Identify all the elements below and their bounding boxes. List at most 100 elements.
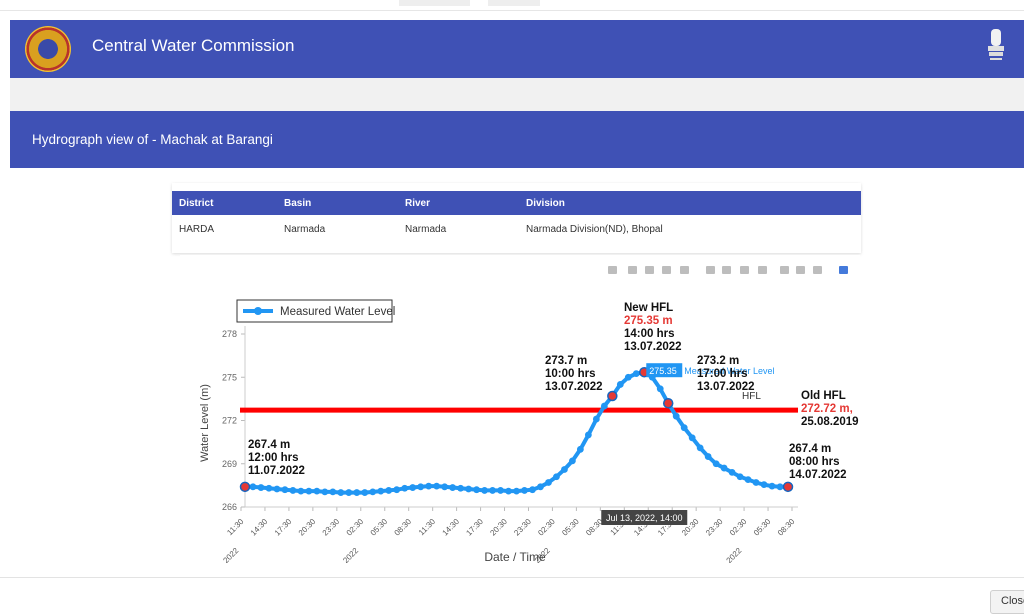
data-point	[561, 466, 568, 473]
data-point	[672, 412, 680, 420]
x-tick-label: 11:30	[225, 517, 245, 537]
data-point	[592, 415, 600, 423]
data-point	[744, 476, 752, 484]
annotation-text: 273.7 m	[545, 355, 587, 367]
x-tick-label: 20:30	[297, 517, 318, 538]
annotation-text: 13.07.2022	[697, 381, 755, 393]
data-point	[369, 488, 377, 496]
cwc-logo	[25, 26, 71, 72]
data-point	[425, 482, 433, 490]
data-point	[313, 487, 321, 495]
reset-axes-icon	[758, 266, 767, 274]
x-date-label: Jul 11, 2022	[204, 546, 241, 563]
hydrograph-title: Hydrograph view of - Machak at Barangi	[32, 132, 273, 147]
x-tick-label: 02:30	[536, 517, 557, 538]
annotation-text: 272.72 m,	[801, 403, 853, 415]
station-info-table: District Basin River Division HARDA Narm…	[172, 183, 861, 253]
hydrograph-plot[interactable]: 266 269 272 275 278 Water Level (m) 11:30 Jul 1…	[180, 255, 860, 583]
x-tick-label: 05:30	[560, 517, 581, 538]
annotation-text: 11.07.2022	[248, 465, 305, 477]
legend-box	[236, 299, 393, 323]
y-tick-label: 275	[222, 372, 237, 382]
data-point	[361, 489, 369, 496]
hover-compare-icon	[813, 266, 822, 274]
annotation-text: 273.2 m	[697, 355, 739, 367]
data-point	[473, 486, 480, 494]
data-point	[537, 483, 544, 491]
spike-lines-icon	[780, 266, 789, 274]
footer-divider	[0, 577, 1024, 578]
lasso-select-icon	[680, 266, 689, 274]
data-point	[584, 431, 592, 439]
data-point	[289, 487, 297, 494]
data-point	[513, 487, 520, 495]
data-point	[568, 457, 576, 465]
data-point	[529, 486, 536, 494]
annotation-text: 17:00 hrs	[697, 368, 748, 380]
x-tick-label: 14:30	[249, 517, 270, 538]
x-tick-label: 14:30	[440, 517, 461, 538]
annotation-text: 14.07.2022	[789, 469, 847, 481]
close-button[interactable]: Close	[990, 590, 1024, 614]
y-tick-label: 269	[222, 459, 237, 469]
table-cell-basin: Narmada	[284, 224, 326, 235]
x-date-label: Jul 12, 2022	[323, 546, 361, 563]
data-point	[680, 424, 688, 432]
annotation-text: 13.07.2022	[624, 341, 682, 353]
table-header-river: River	[405, 198, 431, 209]
hydrograph-title-bar: Hydrograph view of - Machak at Barangi	[10, 111, 1024, 168]
data-point	[409, 484, 417, 491]
data-point	[489, 487, 496, 494]
annotation-text: 13.07.2022	[545, 381, 603, 393]
data-point	[624, 373, 632, 381]
table-header-row: District Basin River Division	[172, 191, 861, 215]
pan-icon	[645, 266, 654, 274]
data-point	[249, 483, 257, 491]
x-tick-label: 20:30	[488, 517, 509, 538]
x-tick-label: 05:30	[369, 517, 390, 538]
y-tick-label: 266	[222, 502, 237, 512]
zoom-out-icon	[722, 266, 731, 274]
hover-closest-icon	[796, 266, 805, 274]
highlighted-point	[782, 481, 794, 493]
data-point	[465, 485, 472, 493]
data-point	[688, 434, 696, 442]
data-point	[433, 482, 441, 490]
top-tab-placeholder[interactable]	[488, 0, 540, 6]
data-point	[505, 487, 512, 495]
data-point	[265, 484, 273, 492]
top-tab-placeholder[interactable]	[399, 0, 470, 6]
x-tick-label: 17:30	[464, 517, 485, 538]
x-tick-label: 23:30	[321, 517, 342, 538]
data-point	[760, 481, 768, 489]
x-tick-label: 11:30	[417, 517, 437, 537]
hydrograph-chart[interactable]: 266 269 272 275 278 Water Level (m) 11:30 Jul 1…	[180, 255, 860, 583]
data-point	[576, 445, 584, 453]
hover-x-box	[601, 510, 688, 525]
hover-value-box	[646, 363, 683, 378]
highlighted-point	[662, 397, 674, 409]
data-point	[329, 488, 337, 496]
data-point	[257, 484, 265, 491]
plotly-logo-icon	[839, 266, 848, 274]
data-point	[417, 483, 425, 491]
data-point	[273, 485, 281, 493]
data-point	[600, 402, 608, 410]
data-point	[696, 444, 704, 452]
data-point	[441, 483, 449, 491]
table-header-basin: Basin	[284, 198, 312, 209]
x-tick-label: 08:30	[776, 517, 797, 538]
x-date-label: Jul 14, 2022	[706, 546, 744, 563]
annotation-text: 08:00 hrs	[789, 456, 840, 468]
y-tick-label: 278	[222, 329, 237, 339]
data-point	[449, 484, 457, 491]
data-point	[712, 460, 720, 468]
data-point	[768, 482, 776, 490]
hfl-line-label: HFL	[742, 391, 761, 402]
box-select-icon	[662, 266, 671, 274]
data-point	[377, 487, 385, 495]
table-cell-district: HARDA	[179, 224, 215, 235]
data-point	[553, 473, 560, 481]
annotation-text: New HFL	[624, 302, 673, 314]
x-tick-label: 02:30	[345, 517, 366, 538]
